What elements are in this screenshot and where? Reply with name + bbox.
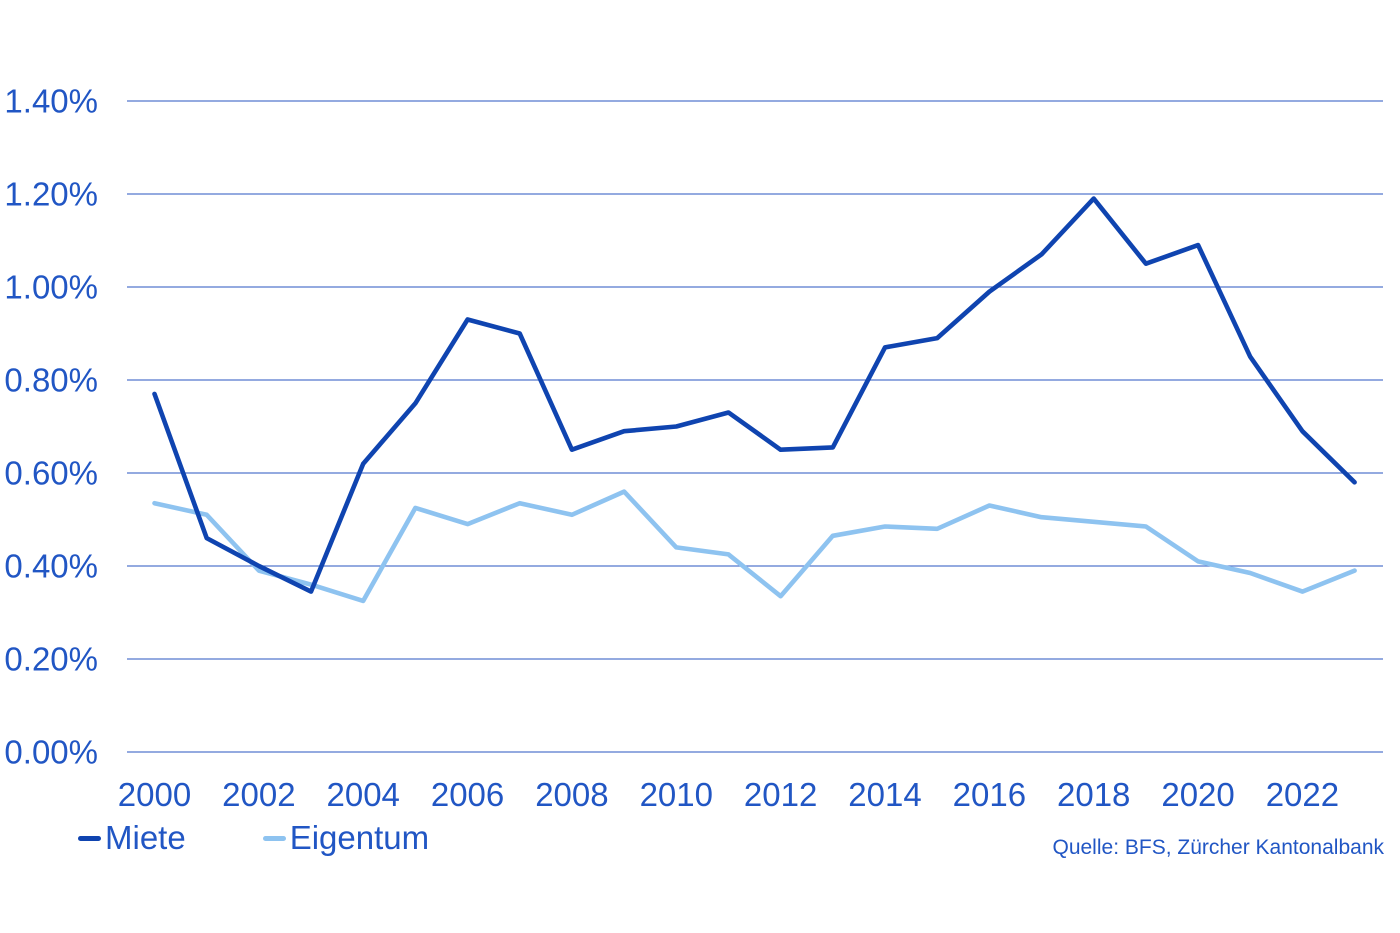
x-tick-label: 2022 (1266, 776, 1339, 813)
legend-label-miete: Miete (105, 819, 186, 856)
x-tick-label: 2004 (327, 776, 400, 813)
y-tick-label: 1.00% (4, 269, 98, 306)
y-tick-label: 1.20% (4, 176, 98, 213)
eigentum-line-swatch (262, 835, 286, 841)
x-tick-label: 2012 (744, 776, 817, 813)
x-tick-label: 2006 (431, 776, 504, 813)
source-caption: Quelle: BFS, Zürcher Kantonalbank (1052, 836, 1384, 859)
y-tick-label: 0.20% (4, 641, 98, 678)
x-tick-label: 2002 (222, 776, 295, 813)
x-tick-label: 2008 (535, 776, 608, 813)
y-tick-label: 0.80% (4, 362, 98, 399)
miete-line (152, 196, 1357, 594)
eigentum-line (152, 489, 1357, 604)
legend-item-miete: Miete (78, 820, 186, 856)
legend-item-eigentum: Eigentum (262, 819, 430, 856)
y-tick-label: 0.40% (4, 548, 98, 585)
legend-label-eigentum: Eigentum (289, 819, 430, 856)
y-tick-label: 0.60% (4, 455, 98, 492)
x-tick-label: 2000 (118, 776, 191, 813)
miete-line-swatch (78, 835, 101, 841)
x-tick-label: 2016 (953, 776, 1026, 813)
chart-legend: Miete Eigentum (78, 820, 429, 856)
x-tick-label: 2020 (1161, 776, 1234, 813)
x-tick-label: 2014 (848, 776, 921, 813)
y-tick-label: 1.40% (4, 83, 98, 120)
x-tick-label: 2010 (640, 776, 713, 813)
y-tick-label: 0.00% (4, 734, 98, 771)
x-tick-label: 2018 (1057, 776, 1130, 813)
